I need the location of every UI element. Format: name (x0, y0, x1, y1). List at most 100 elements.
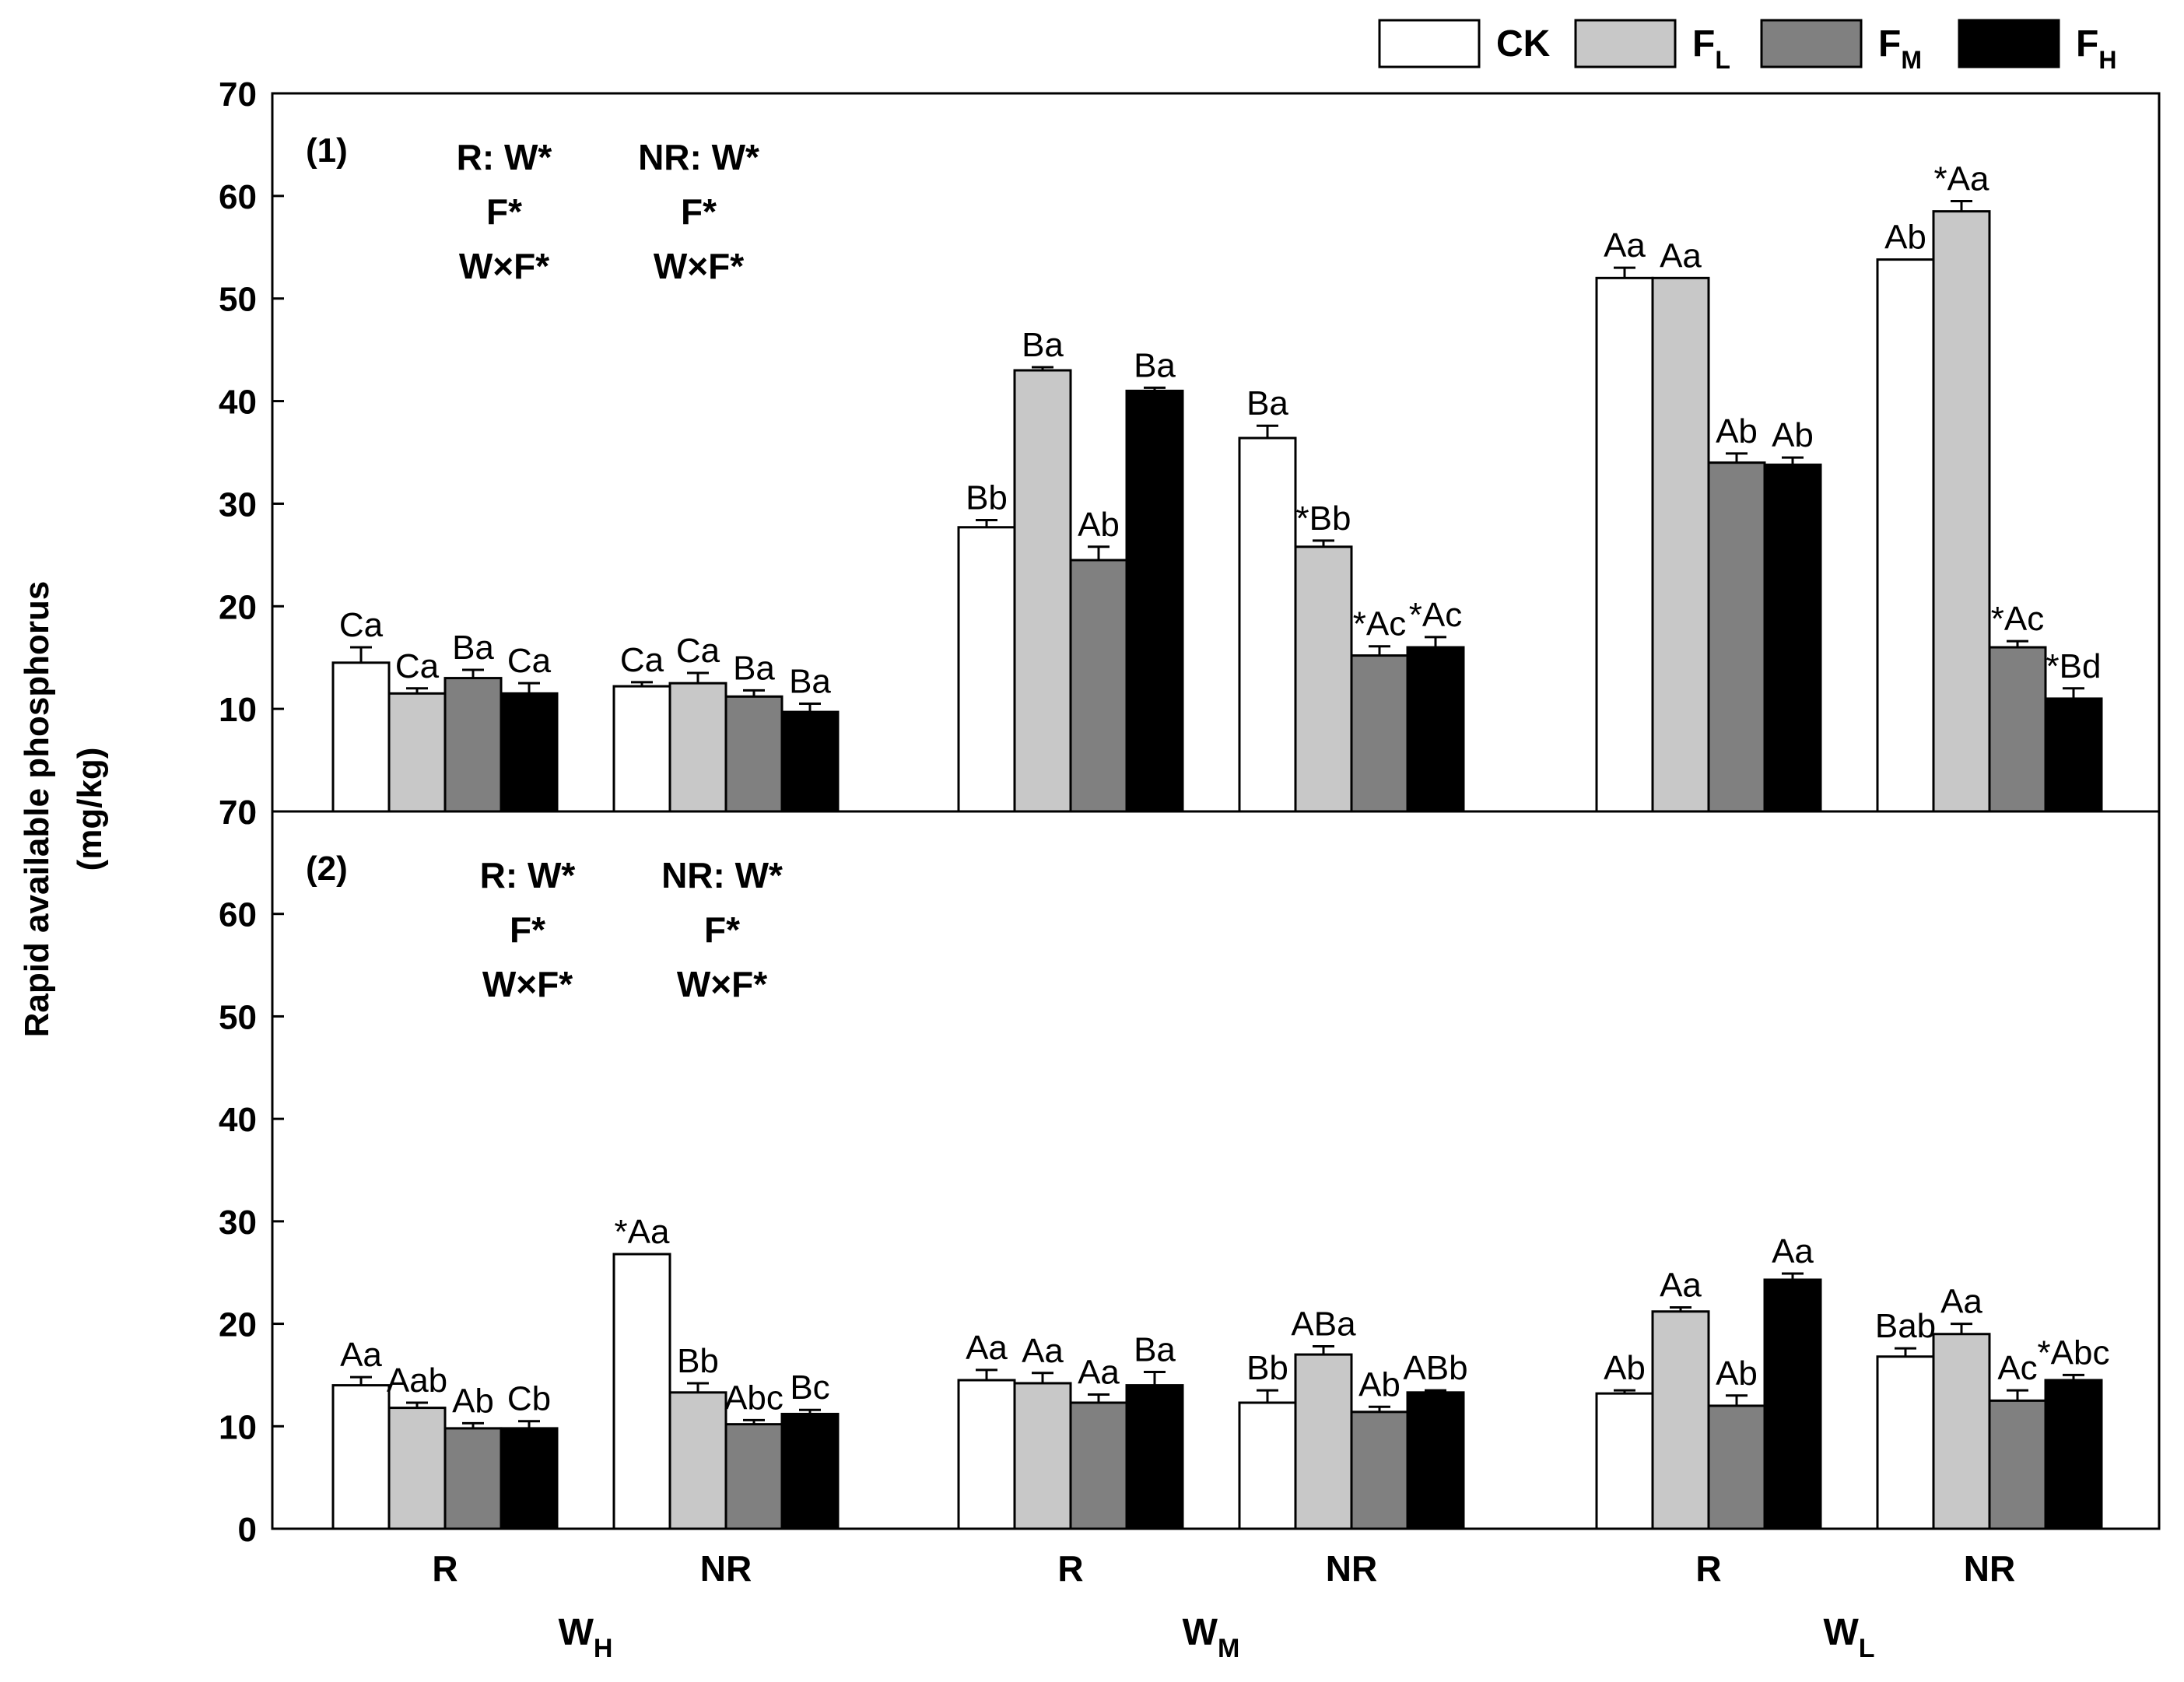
y-tick-label: 40 (219, 384, 257, 422)
x-group-label: WL (1823, 1612, 1874, 1663)
x-tick-label: R (432, 1548, 457, 1589)
y-tick-label: 0 (238, 1511, 257, 1549)
data-label: Ca (620, 641, 664, 679)
data-label: Ab (1078, 506, 1120, 544)
stats-text: R: W* (457, 137, 552, 177)
data-label: Bc (790, 1368, 829, 1407)
bar (1294, 1353, 1353, 1530)
x-tick-label: NR (700, 1548, 752, 1589)
bar (1350, 654, 1409, 813)
legend-label: CK (1496, 23, 1551, 65)
legend-swatch (1574, 19, 1677, 68)
bar (1595, 276, 1654, 813)
data-label: Ca (676, 632, 720, 670)
x-tick-label: R (1057, 1548, 1083, 1589)
data-label: Aa (1078, 1353, 1120, 1391)
bar (331, 1384, 391, 1530)
data-label: Ab (1716, 1354, 1758, 1393)
x-tick-label: R (1695, 1548, 1721, 1589)
data-label: Ca (395, 647, 440, 685)
data-label: Ab (1772, 416, 1814, 454)
bar (2044, 697, 2103, 813)
x-tick-label: NR (1964, 1548, 2015, 1589)
data-label: Bb (1246, 1349, 1288, 1387)
x-axis: R NR R NR R NR WH WM WL (432, 1548, 2015, 1663)
bar (957, 1379, 1016, 1530)
bar (780, 1412, 840, 1530)
data-label: *Abc (2038, 1333, 2110, 1372)
stats-text: F* (681, 191, 717, 232)
data-label: Ba (1134, 346, 1176, 384)
legend-label: FL (1692, 23, 1730, 74)
bar (1350, 1410, 1409, 1530)
chart-panels: 10 20 30 40 50 60 70 70 (1) R: W* F* W×F* NR: W* F* W×… (219, 75, 2161, 1549)
bar (724, 1423, 784, 1530)
data-label: Aa (1660, 237, 1702, 275)
data-label: Abc (724, 1379, 784, 1417)
data-label: ABb (1403, 1349, 1467, 1387)
stats-text: W×F* (654, 246, 744, 286)
panel-label: (2) (306, 850, 348, 888)
bar (612, 685, 671, 813)
data-label: Ba (733, 649, 775, 687)
data-label: Aa (340, 1336, 382, 1374)
bar (1595, 1392, 1654, 1530)
data-label: Bb (677, 1342, 719, 1380)
bar (668, 682, 727, 813)
bar (1763, 463, 1822, 813)
bar (957, 526, 1016, 813)
x-tick-label: NR (1326, 1548, 1377, 1589)
data-label: ABa (1291, 1305, 1356, 1344)
stats-text: F* (486, 191, 522, 232)
data-label: Ab (1358, 1365, 1400, 1403)
data-label: *Ac (1409, 596, 1462, 634)
bar (1932, 210, 1991, 813)
bar (1651, 1310, 1710, 1530)
legend: CK FL FM FH (1378, 19, 2116, 74)
data-label: *Aa (615, 1213, 670, 1251)
bar (1763, 1278, 1822, 1530)
stats-text: W×F* (482, 964, 573, 1004)
data-label: Aa (1022, 1332, 1064, 1370)
bar (443, 677, 503, 813)
legend-item-fh: FH (1958, 19, 2116, 74)
stats-text: F* (704, 909, 740, 950)
bar (500, 1427, 559, 1530)
data-label: Ab (452, 1382, 494, 1420)
legend-swatch (1378, 19, 1481, 68)
data-label: Bab (1875, 1307, 1936, 1345)
data-label: Ac (1997, 1349, 2037, 1387)
legend-item-fl: FL (1574, 19, 1730, 74)
bar (387, 692, 447, 813)
legend-item-ck: CK (1378, 19, 1551, 68)
data-label: Ba (789, 663, 831, 701)
data-label: Aa (1772, 1232, 1814, 1270)
data-label: Ba (1022, 326, 1064, 364)
data-label: Ba (452, 629, 494, 667)
legend-label: FH (2076, 23, 2116, 74)
stats-text: R: W* (480, 855, 576, 895)
bar (500, 692, 559, 813)
bar (387, 1407, 447, 1530)
data-label: Ba (1134, 1330, 1176, 1368)
data-label: Ab (1884, 219, 1926, 257)
y-tick-label: 20 (219, 588, 257, 626)
bar (1238, 436, 1297, 813)
bar (331, 661, 391, 813)
data-label: Aab (387, 1361, 447, 1400)
y-tick-label: 10 (219, 691, 257, 729)
bar (443, 1427, 503, 1530)
data-label: Aa (1604, 226, 1646, 265)
bar (1406, 1391, 1465, 1530)
bar (1876, 258, 1935, 813)
data-label: *Bd (2046, 647, 2102, 685)
bar (668, 1391, 727, 1530)
bar (1125, 1384, 1184, 1530)
legend-swatch (1958, 19, 2060, 68)
y-tick-label: 30 (219, 485, 257, 524)
y-tick-label: 70 (219, 75, 257, 114)
data-label: Aa (966, 1329, 1008, 1367)
y-axis-label: Rapid available phosphorus (mg/kg) (18, 581, 109, 1038)
legend-item-fm: FM (1760, 19, 1922, 74)
